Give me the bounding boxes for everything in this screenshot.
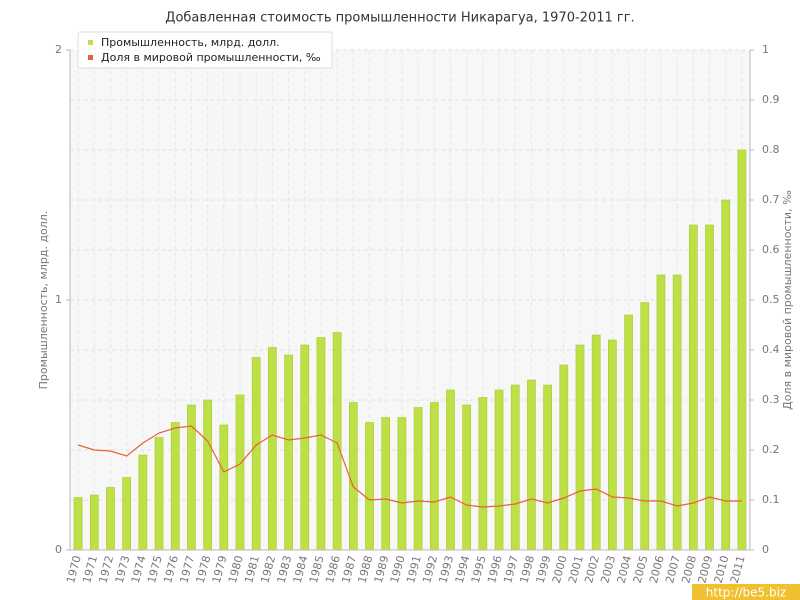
y2-tick-label: 0.9 — [762, 93, 780, 106]
bar — [122, 477, 132, 551]
bar — [478, 397, 488, 551]
bar — [300, 344, 310, 551]
bar — [413, 407, 423, 551]
bar — [737, 149, 747, 551]
bar — [656, 274, 666, 551]
legend: Промышленность, млрд. долл. Доля в мирово… — [77, 31, 333, 69]
bar — [381, 417, 391, 551]
bar — [672, 274, 682, 551]
bar — [268, 347, 277, 551]
bar — [235, 394, 245, 551]
legend-swatch — [88, 40, 93, 45]
y-tick-label: 1 — [55, 293, 62, 306]
y2-tick-label: 0.2 — [762, 443, 780, 456]
bar — [397, 417, 407, 551]
y2-tick-label: 0.1 — [762, 493, 780, 506]
legend-box — [77, 31, 333, 69]
bar — [559, 364, 569, 551]
line — [77, 425, 742, 508]
bar — [446, 389, 455, 551]
y2-tick-label: 0 — [762, 543, 769, 556]
y2-tick-label: 0.6 — [762, 243, 780, 256]
bar — [429, 402, 439, 551]
bar — [170, 422, 180, 551]
watermark: http://be5.biz — [706, 586, 786, 600]
y-tick-label: 0 — [55, 543, 62, 556]
watermark-box — [692, 584, 800, 600]
bar — [203, 399, 212, 551]
bar — [251, 357, 261, 551]
bar — [348, 402, 358, 551]
y2-tick-label: 0.3 — [762, 393, 780, 406]
y2-tick-label: 0.7 — [762, 193, 780, 206]
bar — [624, 314, 633, 551]
bar — [705, 224, 714, 551]
bar — [494, 389, 504, 551]
bar — [640, 302, 650, 551]
bar — [284, 354, 293, 551]
y-tick-label: 2 — [55, 43, 62, 56]
bar — [721, 199, 731, 551]
y2-tick-label: 0.8 — [762, 143, 780, 156]
bar — [219, 424, 229, 551]
bar — [608, 339, 617, 551]
legend-label: Доля в мировой промышленности, ‰ — [101, 51, 321, 64]
y2-tick-label: 0.5 — [762, 293, 780, 306]
marks — [73, 149, 747, 551]
bar — [543, 384, 552, 551]
bar — [89, 494, 99, 551]
bar — [73, 497, 83, 551]
y-axis-label: Промышленность, млрд. долл. — [37, 211, 50, 390]
bar — [138, 454, 148, 551]
bar — [527, 379, 536, 551]
bar — [510, 384, 520, 551]
bar — [575, 344, 585, 551]
bar — [316, 337, 326, 551]
bar — [365, 422, 374, 551]
bar — [591, 334, 601, 551]
bar — [106, 487, 115, 551]
bar — [154, 437, 164, 551]
y2-tick-label: 1 — [762, 43, 769, 56]
y2-tick-label: 0.4 — [762, 343, 780, 356]
legend-swatch — [88, 55, 93, 60]
legend-label: Промышленность, млрд. долл. — [101, 36, 280, 49]
y2-axis-label: Доля в мировой промышленности, ‰ — [781, 190, 794, 410]
bar — [688, 224, 698, 551]
bar — [462, 404, 472, 551]
chart-title: Добавленная стоимость промышленности Ник… — [165, 11, 634, 26]
